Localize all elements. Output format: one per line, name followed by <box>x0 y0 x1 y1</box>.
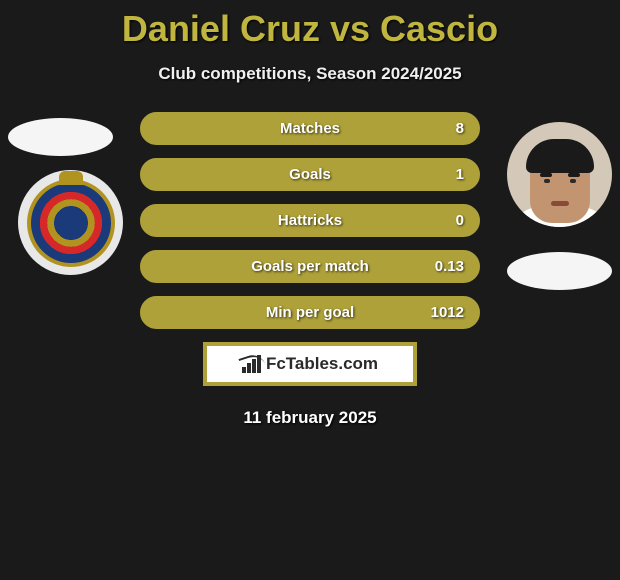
brand-badge: FcTables.com <box>203 342 417 386</box>
stat-row: Goals per match 0.13 <box>140 250 480 283</box>
stat-row: Matches 8 <box>140 112 480 145</box>
bar-chart-icon <box>242 355 262 373</box>
stat-value-right: 0 <box>456 212 464 229</box>
stat-value-right: 1 <box>456 166 464 183</box>
date-label: 11 february 2025 <box>0 408 620 428</box>
stat-row: Goals 1 <box>140 158 480 191</box>
subtitle: Club competitions, Season 2024/2025 <box>0 64 620 84</box>
stat-value-right: 1012 <box>431 304 464 321</box>
stat-label: Goals <box>289 166 331 183</box>
player-left-club-badge <box>18 170 123 275</box>
stat-label: Min per goal <box>266 304 354 321</box>
stat-label: Matches <box>280 120 340 137</box>
player-right-club-badge <box>507 252 612 290</box>
stat-row: Hattricks 0 <box>140 204 480 237</box>
comparison-card: Daniel Cruz vs Cascio Club competitions,… <box>0 0 620 428</box>
stat-label: Hattricks <box>278 212 342 229</box>
stats-list: Matches 8 Goals 1 Hattricks 0 Goals per … <box>140 112 480 329</box>
player-left-avatar <box>8 118 113 156</box>
player-right-avatar <box>507 122 612 227</box>
stat-value-right: 8 <box>456 120 464 137</box>
club-crest-icon <box>27 179 115 267</box>
page-title: Daniel Cruz vs Cascio <box>0 8 620 50</box>
stat-label: Goals per match <box>251 258 369 275</box>
brand-name: FcTables.com <box>266 354 378 374</box>
stat-row: Min per goal 1012 <box>140 296 480 329</box>
stat-value-right: 0.13 <box>435 258 464 275</box>
